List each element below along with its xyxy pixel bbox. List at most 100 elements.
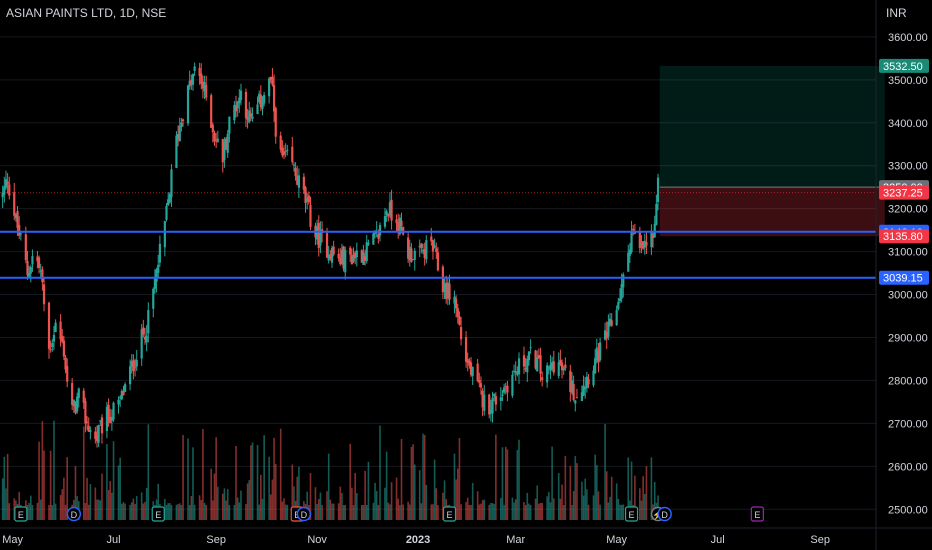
candle-body bbox=[552, 361, 555, 373]
candle-body bbox=[605, 332, 608, 339]
candle-body bbox=[158, 243, 161, 263]
volume-bar bbox=[344, 504, 347, 520]
candle-body bbox=[557, 362, 560, 376]
candle-body bbox=[186, 85, 190, 124]
candle-body bbox=[377, 234, 380, 239]
volume-bar bbox=[8, 503, 11, 520]
time-tick-label: Mar bbox=[506, 534, 525, 546]
volume-bar bbox=[562, 504, 565, 520]
volume-bar bbox=[119, 457, 121, 520]
candle-body bbox=[1, 192, 4, 198]
volume-bar bbox=[198, 495, 201, 520]
candle-body bbox=[410, 248, 413, 262]
time-tick-label: Jul bbox=[711, 534, 725, 546]
volume-bar bbox=[240, 490, 242, 520]
candle-body bbox=[423, 249, 426, 258]
candle-body bbox=[340, 249, 344, 264]
volume-bar bbox=[548, 492, 550, 520]
candle-body bbox=[99, 420, 102, 422]
candle-body bbox=[309, 205, 312, 227]
candle-body bbox=[355, 250, 358, 257]
candle-body bbox=[37, 257, 41, 268]
candle-body bbox=[388, 202, 392, 215]
candle-body bbox=[302, 176, 305, 190]
candle-body bbox=[364, 255, 367, 261]
price-tick-label: 3500.00 bbox=[888, 75, 928, 87]
volume-bar bbox=[258, 504, 260, 520]
candle-body bbox=[595, 347, 598, 361]
candle-body bbox=[4, 179, 8, 188]
event-marker-label: E bbox=[446, 510, 452, 520]
candle-body bbox=[354, 252, 357, 259]
candle-body bbox=[316, 226, 319, 240]
volume-bar bbox=[456, 468, 459, 520]
volume-bar bbox=[377, 504, 380, 520]
candle-body bbox=[251, 116, 254, 119]
candle-body bbox=[165, 205, 168, 220]
candle-body bbox=[546, 365, 549, 383]
volume-bar bbox=[399, 504, 401, 520]
volume-bar bbox=[13, 498, 16, 520]
candle-body bbox=[176, 134, 180, 140]
volume-bar bbox=[549, 502, 552, 520]
earnings-marker-icon bbox=[442, 506, 457, 522]
volume-bar bbox=[389, 504, 391, 520]
candle-body bbox=[499, 397, 502, 401]
candle-body bbox=[294, 167, 297, 176]
candle-body bbox=[362, 252, 365, 265]
volume-bar bbox=[536, 485, 539, 520]
candle-body bbox=[210, 95, 213, 128]
volume-bar bbox=[182, 435, 184, 520]
candle-body bbox=[562, 367, 565, 371]
candle-body bbox=[395, 219, 398, 224]
candle-body bbox=[569, 370, 572, 392]
candle-body bbox=[560, 362, 564, 371]
candle-body bbox=[327, 254, 330, 261]
volume-bar bbox=[31, 504, 34, 520]
candle-body bbox=[24, 234, 27, 261]
volume-bar bbox=[202, 429, 204, 520]
dividend-marker-icon bbox=[66, 506, 82, 522]
volume-bar bbox=[49, 450, 52, 520]
candle-body bbox=[279, 135, 282, 150]
candle-body bbox=[198, 67, 201, 77]
volume-bar bbox=[342, 504, 345, 520]
volume-bar bbox=[48, 504, 50, 520]
volume-bar bbox=[106, 444, 108, 520]
volume-bar bbox=[501, 447, 504, 520]
volume-bar bbox=[236, 497, 239, 520]
volume-bar bbox=[326, 491, 328, 520]
volume-bar bbox=[615, 483, 618, 520]
volume-bar bbox=[506, 449, 509, 520]
volume-bar bbox=[599, 504, 601, 520]
loss-zone bbox=[659, 187, 885, 237]
volume-bar bbox=[286, 504, 289, 520]
candle-body bbox=[76, 396, 79, 412]
candle-body bbox=[517, 358, 521, 375]
candle-body bbox=[87, 425, 90, 432]
candle-body bbox=[330, 247, 334, 263]
candle-body bbox=[284, 151, 287, 153]
volume-bar bbox=[284, 504, 287, 520]
candle-body bbox=[339, 257, 342, 265]
volume-bar bbox=[529, 504, 532, 520]
volume-bar bbox=[221, 493, 224, 520]
volume-bar bbox=[337, 503, 340, 520]
candle-body bbox=[31, 256, 34, 265]
candle-body bbox=[582, 385, 585, 396]
volume-bar bbox=[246, 483, 249, 520]
candle-body bbox=[82, 390, 85, 403]
candle-body bbox=[650, 232, 653, 248]
volume-bar bbox=[597, 491, 600, 520]
volume-bar bbox=[372, 502, 375, 520]
volume-bar bbox=[175, 504, 178, 520]
volume-bar bbox=[117, 465, 120, 520]
volume-bar bbox=[170, 504, 173, 520]
volume-bar bbox=[504, 446, 507, 520]
volume-bar bbox=[321, 504, 323, 520]
candle-body bbox=[122, 391, 125, 396]
event-marker-label: D bbox=[71, 510, 78, 520]
candle-body bbox=[580, 392, 584, 402]
volume-bar bbox=[385, 451, 388, 520]
